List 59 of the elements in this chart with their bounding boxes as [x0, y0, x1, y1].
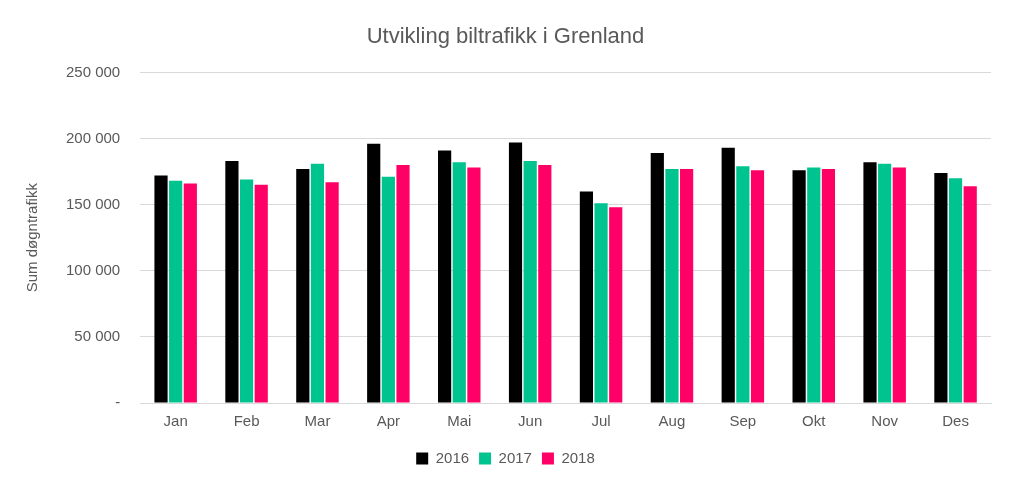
bar	[579, 191, 593, 403]
x-tick-label: Sep	[729, 412, 757, 430]
bar	[538, 164, 552, 403]
bar	[325, 182, 339, 403]
x-tick-label: Apr	[376, 412, 401, 430]
bar	[963, 186, 977, 403]
y-tick-label: 100 000	[65, 260, 121, 278]
bar	[254, 184, 268, 403]
bar	[438, 150, 452, 403]
x-tick-label: Feb	[233, 412, 260, 430]
bar	[934, 172, 948, 403]
bar	[523, 161, 537, 403]
bar	[381, 176, 395, 403]
bar	[396, 164, 410, 403]
bar	[892, 167, 906, 403]
x-tick-label: Mar	[304, 412, 331, 430]
bar	[650, 153, 664, 403]
x-tick-label: Jul	[591, 412, 611, 430]
legend-label: 2018	[561, 448, 595, 466]
bar	[594, 203, 608, 403]
bar	[792, 170, 806, 403]
bar	[452, 162, 466, 403]
bar	[310, 163, 325, 403]
y-tick-label: 250 000	[65, 62, 121, 80]
bar	[296, 168, 310, 403]
bar	[807, 167, 821, 403]
y-tick-label: 200 000	[65, 128, 121, 146]
bar	[239, 179, 254, 403]
bar	[609, 207, 623, 403]
x-tick-label: Jun	[518, 412, 543, 430]
bar	[169, 180, 183, 403]
x-tick-label: Jan	[163, 412, 188, 430]
x-tick-label: Des	[942, 412, 969, 430]
bar	[225, 161, 239, 403]
bar	[736, 166, 750, 403]
y-axis-title: Sum døgntrafikk	[23, 182, 41, 293]
bar	[665, 168, 679, 403]
x-tick-label: Nov	[871, 412, 899, 430]
bar	[821, 168, 835, 403]
bar	[863, 162, 877, 403]
bar	[721, 147, 735, 403]
bar	[367, 143, 381, 403]
bar	[750, 170, 765, 403]
bar	[508, 142, 523, 403]
bar	[467, 167, 481, 403]
y-tick-label: 50 000	[74, 327, 121, 345]
y-tick-label: 150 000	[65, 194, 121, 212]
chart-title: Utvikling biltrafikk i Grenland	[366, 23, 645, 49]
legend-label: 2017	[498, 448, 532, 466]
legend-label: 2016	[435, 448, 470, 466]
bar	[680, 168, 694, 403]
y-tick-label: -	[115, 393, 121, 411]
x-tick-label: Okt	[802, 412, 827, 430]
bar	[878, 163, 892, 403]
x-tick-label: Aug	[658, 412, 686, 430]
bar	[154, 175, 168, 403]
x-tick-label: Mai	[447, 412, 472, 430]
bar	[183, 183, 197, 403]
bar	[948, 178, 963, 403]
